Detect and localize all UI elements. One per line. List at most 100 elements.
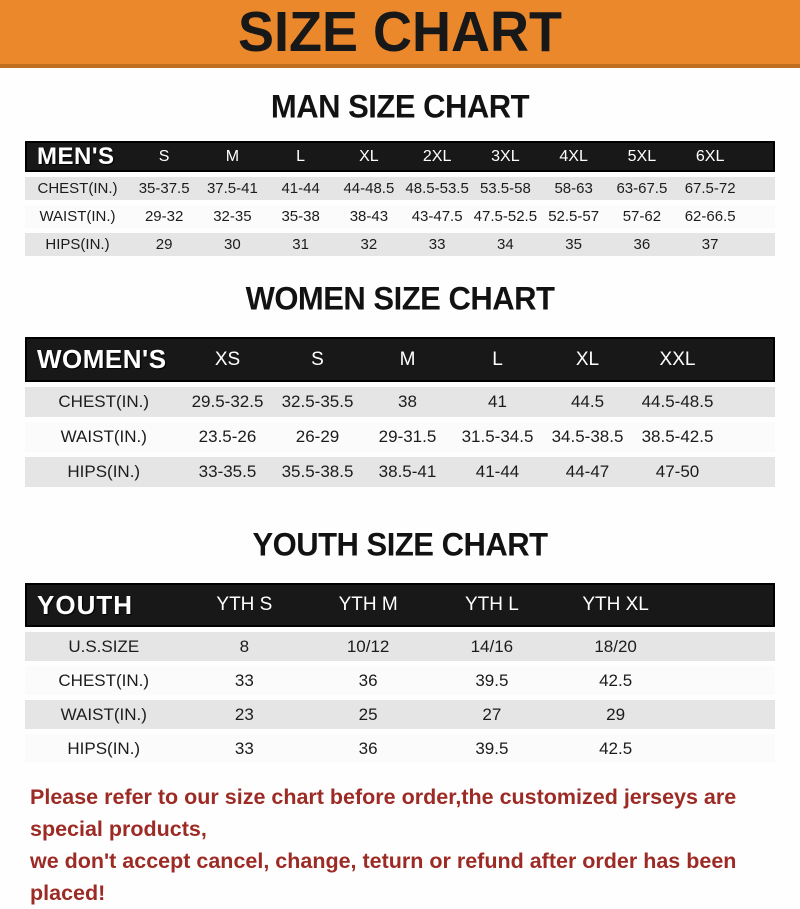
men-column-header-3xl: 3XL	[491, 147, 520, 165]
youth-row-chest-in-: CHEST(IN.) 33 36 39.5 42.5	[25, 666, 775, 695]
table-cell: 43-47.5	[411, 208, 463, 225]
youth-column-header-yth-l: YTH L	[464, 594, 519, 615]
table-cell: 42.5	[599, 670, 633, 690]
men-column-header-l: L	[296, 147, 306, 165]
row-label-cell: HIPS(IN.)	[45, 236, 110, 253]
row-label-cell: CHEST(IN.)	[58, 670, 150, 690]
row-label-cell: U.S.SIZE	[68, 636, 140, 656]
table-cell: 52.5-57	[548, 208, 600, 225]
table-cell: 37.5-41	[206, 180, 258, 197]
table-cell: 36	[358, 670, 378, 690]
youth-column-header-yth-s: YTH S	[216, 594, 273, 615]
men-row-waist-in-: WAIST(IN.) 29-32 32-35 35-38 38-43 43-47.5 47.…	[25, 205, 775, 228]
women-size-table: WOMEN'S XS S M L XL XXL CHEST(IN.) 29.5-32.5 32.5…	[25, 337, 775, 487]
men-column-header-4xl: 4XL	[559, 147, 588, 165]
section-title-man: MAN SIZE CHART	[270, 88, 530, 125]
table-cell: 37	[701, 236, 719, 253]
men-row-hips-in-: HIPS(IN.) 29 30 31 32 33 34 35 36 37	[25, 233, 775, 256]
table-cell: 57-62	[622, 208, 662, 225]
youth-row-u-s-size: U.S.SIZE 8 10/12 14/16 18/20	[25, 632, 775, 661]
women-column-header-xxl: XXL	[659, 348, 696, 370]
banner-title: SIZE CHART	[238, 0, 562, 64]
row-label-cell: CHEST(IN.)	[37, 180, 118, 197]
men-row-chest-in-: CHEST(IN.) 35-37.5 37.5-41 41-44 44-48.5 48.5…	[25, 177, 775, 200]
table-cell: 8	[239, 636, 250, 656]
table-cell: 35-37.5	[138, 180, 190, 197]
section-title-women: WOMEN SIZE CHART	[245, 280, 555, 317]
youth-size-table: YOUTH YTH S YTH M YTH L YTH XL U.S.SIZE 8 10/12…	[25, 583, 775, 763]
table-cell: 26-29	[295, 427, 340, 446]
table-cell: 47-50	[655, 462, 700, 481]
men-column-header-6xl: 6XL	[695, 147, 725, 165]
size-chart-banner: SIZE CHART	[0, 0, 800, 68]
women-column-header-l: L	[492, 348, 503, 370]
table-cell: 38-43	[349, 208, 389, 225]
table-cell: 67.5-72	[684, 180, 736, 197]
men-table-header-band: MEN'S S M L XL 2XL 3XL 4XL 5XL 6XL	[25, 141, 775, 172]
table-cell: 25	[358, 704, 378, 724]
table-cell: 41-44	[281, 180, 320, 197]
table-cell: 39.5	[475, 670, 509, 690]
women-row-chest-in-: CHEST(IN.) 29.5-32.5 32.5-35.5 38 41 44.5 44.5…	[25, 387, 775, 417]
youth-column-header-yth-xl: YTH XL	[582, 594, 649, 615]
table-cell: 62-66.5	[684, 208, 736, 225]
table-cell: 33	[234, 670, 254, 690]
table-cell: 33	[428, 236, 446, 253]
footer-line-2: we don't accept cancel, change, teturn o…	[30, 849, 737, 905]
table-cell: 30	[224, 236, 241, 253]
youth-table-header-band: YOUTH YTH S YTH M YTH L YTH XL	[25, 583, 775, 627]
women-column-header-xs: XS	[214, 348, 241, 370]
table-cell: 29-31.5	[378, 427, 437, 446]
women-row-hips-in-: HIPS(IN.) 33-35.5 35.5-38.5 38.5-41 41-44 44-…	[25, 457, 775, 487]
table-cell: 36	[358, 738, 378, 758]
table-cell: 33-35.5	[198, 462, 257, 481]
section-title-youth: YOUTH SIZE CHART	[252, 526, 548, 563]
table-cell: 44.5	[570, 392, 605, 411]
men-column-header-xl: XL	[359, 147, 379, 165]
table-cell: 33	[234, 738, 254, 758]
table-cell: 23	[234, 704, 254, 724]
row-label-cell: WAIST(IN.)	[39, 208, 116, 225]
table-cell: 34.5-38.5	[551, 427, 624, 446]
table-cell: 44-47	[565, 462, 610, 481]
youth-header-label: YOUTH	[37, 589, 133, 620]
table-cell: 38.5-42.5	[641, 427, 714, 446]
women-column-header-m: M	[399, 348, 416, 370]
table-cell: 38.5-41	[378, 462, 437, 481]
table-cell: 29-32	[144, 208, 184, 225]
table-cell: 39.5	[475, 738, 509, 758]
table-cell: 14/16	[470, 636, 514, 656]
table-cell: 31.5-34.5	[461, 427, 534, 446]
table-cell: 29.5-32.5	[191, 392, 264, 411]
women-header-label: WOMEN'S	[37, 344, 167, 374]
table-cell: 32-35	[213, 208, 252, 225]
table-cell: 35.5-38.5	[281, 462, 354, 481]
table-cell: 10/12	[346, 636, 390, 656]
row-label-cell: CHEST(IN.)	[58, 392, 150, 411]
table-cell: 41-44	[475, 462, 520, 481]
table-cell: 27	[482, 704, 502, 724]
youth-column-header-yth-m: YTH M	[338, 594, 398, 615]
table-cell: 32.5-35.5	[281, 392, 354, 411]
table-cell: 48.5-53.5	[405, 180, 469, 197]
table-cell: 44.5-48.5	[641, 392, 714, 411]
table-cell: 53.5-58	[479, 180, 531, 197]
table-cell: 38	[398, 392, 417, 411]
table-cell: 35	[565, 236, 582, 253]
table-cell: 29	[606, 704, 626, 724]
table-cell: 34	[497, 236, 514, 253]
table-cell: 42.5	[599, 738, 633, 758]
table-cell: 23.5-26	[198, 427, 257, 446]
row-label-cell: WAIST(IN.)	[60, 704, 147, 724]
row-label-cell: HIPS(IN.)	[67, 738, 141, 758]
men-column-header-m: M	[225, 147, 240, 165]
footer-note: Please refer to our size chart before or…	[0, 781, 800, 909]
table-cell: 58-63	[554, 180, 593, 197]
table-cell: 31	[292, 236, 309, 253]
women-column-header-s: S	[311, 348, 324, 370]
men-column-header-s: S	[158, 147, 170, 165]
men-column-header-5xl: 5XL	[627, 147, 657, 165]
table-cell: 18/20	[594, 636, 637, 656]
table-cell: 63-67.5	[616, 180, 668, 197]
table-cell: 44-48.5	[343, 180, 395, 197]
